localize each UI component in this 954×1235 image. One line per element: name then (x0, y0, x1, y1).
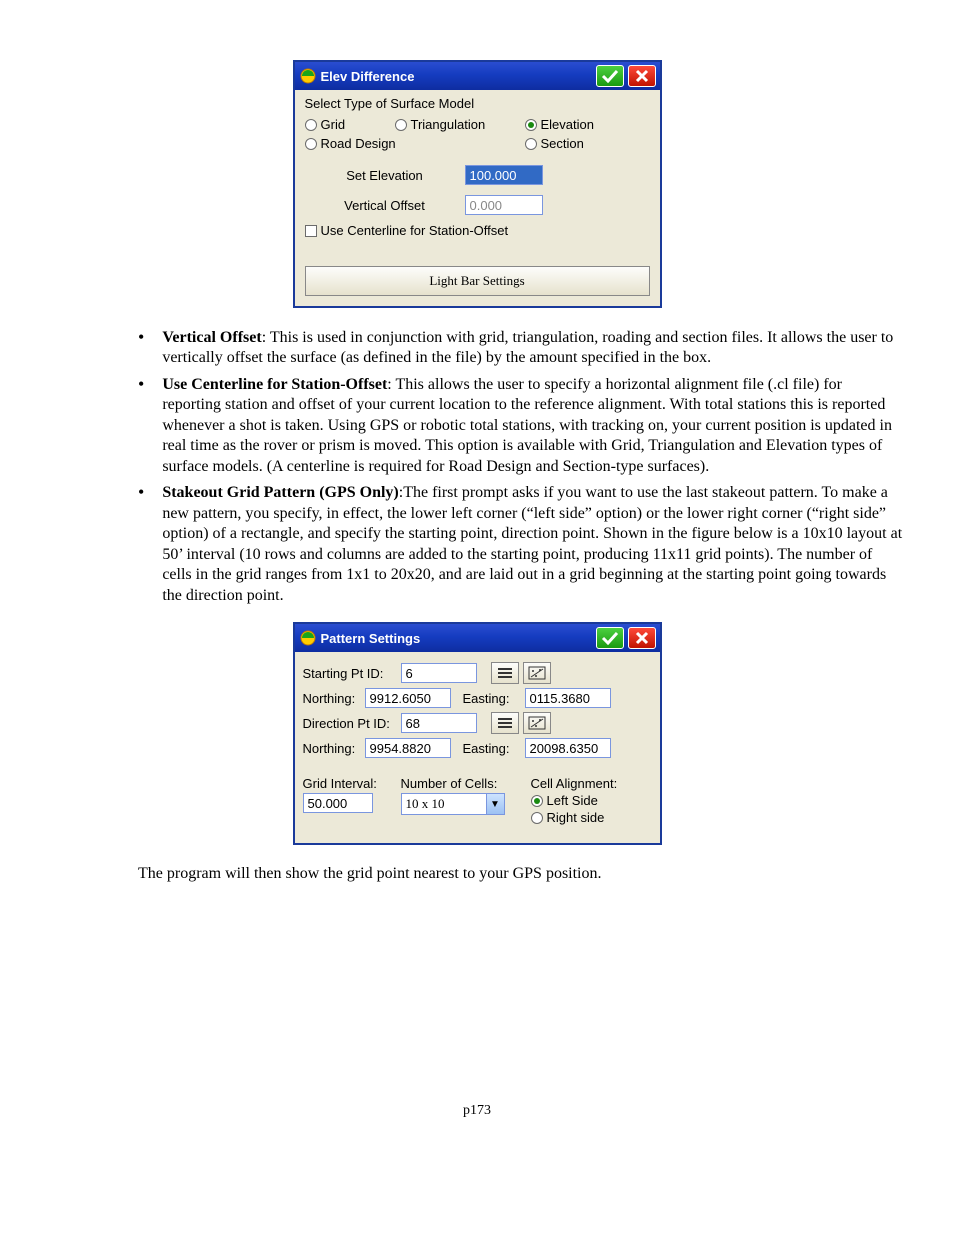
cancel-button[interactable] (628, 627, 656, 649)
start-easting-label: Easting: (463, 691, 525, 706)
bullet-text: Vertical Offset: This is used in conjunc… (162, 328, 904, 369)
radio-triangulation-icon (395, 119, 407, 131)
cell-alignment-group: Cell Alignment: Left Side Right side (531, 776, 652, 825)
elev-difference-dialog: Elev Difference Select Type of Surface M… (293, 60, 662, 308)
ok-button[interactable] (596, 65, 624, 87)
set-elevation-input[interactable]: 100.000 (465, 165, 543, 185)
starting-pt-input[interactable]: 6 (401, 663, 477, 683)
bullet-centerline: • Use Centerline for Station-Offset: Thi… (138, 375, 904, 477)
dir-easting-label: Easting: (463, 741, 525, 756)
map-picker-button[interactable] (523, 712, 551, 734)
radio-triangulation-label: Triangulation (411, 117, 486, 132)
dialog-title: Elev Difference (321, 69, 592, 84)
radio-grid-icon (305, 119, 317, 131)
titlebar: Pattern Settings (295, 624, 660, 652)
radio-triangulation[interactable]: Triangulation (395, 117, 525, 132)
radio-elevation-label: Elevation (541, 117, 594, 132)
app-icon (299, 67, 317, 85)
num-cells-value: 10 x 10 (402, 796, 486, 812)
radio-section-icon (525, 138, 537, 150)
cancel-button[interactable] (628, 65, 656, 87)
dir-northing-input[interactable]: 9954.8820 (365, 738, 451, 758)
start-northing-input[interactable]: 9912.6050 (365, 688, 451, 708)
bullet-text: Stakeout Grid Pattern (GPS Only):The fir… (162, 483, 904, 606)
radio-right-side[interactable]: Right side (531, 810, 652, 825)
list-picker-button[interactable] (491, 712, 519, 734)
cell-alignment-label: Cell Alignment: (531, 776, 652, 791)
grid-interval-input[interactable]: 50.000 (303, 793, 373, 813)
radio-grid[interactable]: Grid (305, 117, 395, 132)
app-icon (299, 629, 317, 647)
list-picker-button[interactable] (491, 662, 519, 684)
radio-left-icon (531, 795, 543, 807)
grid-interval-group: Grid Interval: 50.000 (303, 776, 401, 813)
centerline-label: Use Centerline for Station-Offset (321, 223, 509, 238)
direction-pt-input[interactable]: 68 (401, 713, 477, 733)
radio-right-icon (531, 812, 543, 824)
radio-road-design[interactable]: Road Design (305, 136, 525, 151)
light-bar-settings-button[interactable]: Light Bar Settings (305, 266, 650, 296)
bullet-dot: • (138, 375, 144, 477)
bullet-dot: • (138, 483, 144, 606)
page-number: p173 (50, 1103, 904, 1119)
bullet-bold: Vertical Offset (162, 329, 261, 346)
radio-section-label: Section (541, 136, 584, 151)
radio-row-2: Road Design Section (305, 136, 650, 151)
starting-pt-label: Starting Pt ID: (303, 666, 401, 681)
starting-pt-row: Starting Pt ID: 6 (303, 662, 652, 684)
dialog-body: Select Type of Surface Model Grid Triang… (295, 90, 660, 306)
dir-easting-input[interactable]: 20098.6350 (525, 738, 611, 758)
bullet-stakeout: • Stakeout Grid Pattern (GPS Only):The f… (138, 483, 904, 606)
radio-section[interactable]: Section (525, 136, 584, 151)
vertical-offset-input[interactable]: 0.000 (465, 195, 543, 215)
select-type-label: Select Type of Surface Model (305, 96, 650, 111)
radio-road-design-icon (305, 138, 317, 150)
bullet-bold: Use Centerline for Station-Offset (162, 376, 387, 393)
radio-grid-label: Grid (321, 117, 346, 132)
num-cells-group: Number of Cells: 10 x 10 ▼ (401, 776, 531, 815)
dialog-body: Starting Pt ID: 6 Northing: 9912.6050 Ea… (295, 652, 660, 843)
radio-left-side[interactable]: Left Side (531, 793, 652, 808)
footer-text: The program will then show the grid poin… (138, 865, 864, 883)
radio-road-design-label: Road Design (321, 136, 396, 151)
radio-right-label: Right side (547, 810, 605, 825)
centerline-checkbox-icon (305, 225, 317, 237)
start-northing-label: Northing: (303, 691, 365, 706)
bullet-vertical-offset: • Vertical Offset: This is used in conju… (138, 328, 904, 369)
titlebar: Elev Difference (295, 62, 660, 90)
radio-elevation-icon (525, 119, 537, 131)
direction-pt-label: Direction Pt ID: (303, 716, 401, 731)
bullet-dot: • (138, 328, 144, 369)
bullet-rest: : This is used in conjunction with grid,… (162, 329, 893, 366)
num-cells-dropdown[interactable]: 10 x 10 ▼ (401, 793, 505, 815)
bullet-bold: Stakeout Grid Pattern (GPS Only) (162, 484, 398, 501)
start-easting-input[interactable]: 0115.3680 (525, 688, 611, 708)
ok-button[interactable] (596, 627, 624, 649)
chevron-down-icon: ▼ (486, 794, 504, 814)
bullet-rest: :The first prompt asks if you want to us… (162, 484, 902, 603)
set-elevation-label: Set Elevation (305, 168, 465, 183)
start-ne-row: Northing: 9912.6050 Easting: 0115.3680 (303, 688, 652, 708)
grid-interval-label: Grid Interval: (303, 776, 401, 791)
bullet-text: Use Centerline for Station-Offset: This … (162, 375, 904, 477)
radio-elevation[interactable]: Elevation (525, 117, 594, 132)
map-picker-button[interactable] (523, 662, 551, 684)
radio-left-label: Left Side (547, 793, 598, 808)
set-elevation-row: Set Elevation 100.000 (305, 165, 650, 185)
dir-northing-label: Northing: (303, 741, 365, 756)
dir-ne-row: Northing: 9954.8820 Easting: 20098.6350 (303, 738, 652, 758)
centerline-row[interactable]: Use Centerline for Station-Offset (305, 223, 650, 238)
radio-row-1: Grid Triangulation Elevation (305, 117, 650, 132)
dialog-title: Pattern Settings (321, 631, 592, 646)
pattern-settings-dialog: Pattern Settings Starting Pt ID: 6 North… (293, 622, 662, 845)
direction-pt-row: Direction Pt ID: 68 (303, 712, 652, 734)
vertical-offset-row: Vertical Offset 0.000 (305, 195, 650, 215)
vertical-offset-label: Vertical Offset (305, 198, 465, 213)
num-cells-label: Number of Cells: (401, 776, 531, 791)
bullet-list: • Vertical Offset: This is used in conju… (50, 328, 904, 606)
grid-settings-row: Grid Interval: 50.000 Number of Cells: 1… (303, 776, 652, 825)
